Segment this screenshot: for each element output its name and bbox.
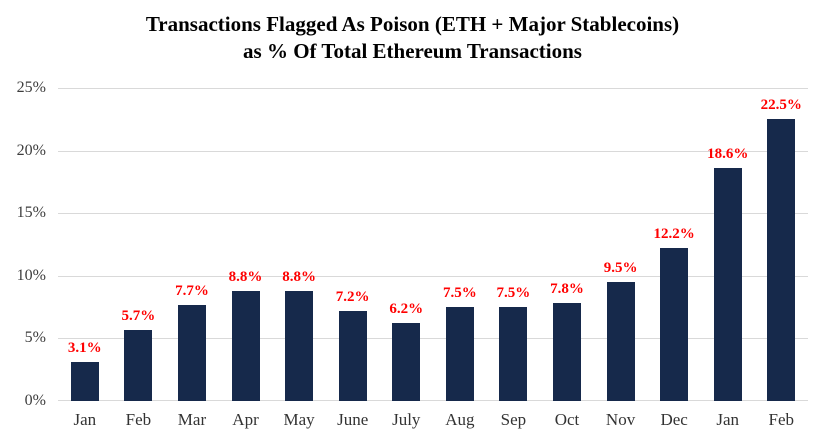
x-axis-label: Apr bbox=[232, 410, 259, 429]
bar-slot-jan-0: 3.1% bbox=[58, 88, 112, 401]
plot-area: 3.1% 5.7% 7.7% 8.8% 8.8% 7.2% 6.2% 7.5% 7.5% 7.8%… bbox=[58, 88, 808, 401]
bar-slot-dec-11: 12.2% bbox=[647, 88, 701, 401]
bar-slot-feb-13: 22.5% bbox=[755, 88, 809, 401]
x-axis-label: Sep bbox=[500, 410, 527, 429]
gridline bbox=[58, 275, 808, 277]
y-axis-tick-label: 0% bbox=[24, 392, 46, 409]
chart-title-line-1: Transactions Flagged As Poison (ETH + Ma… bbox=[145, 12, 680, 36]
bar-oct-9 bbox=[552, 303, 581, 401]
bar-value-label: 7.5% bbox=[496, 285, 531, 302]
gridline bbox=[58, 338, 808, 340]
bar-mar-2 bbox=[177, 304, 206, 401]
x-axis-label: Jan bbox=[716, 410, 740, 429]
x-axis-label: Mar bbox=[177, 410, 207, 429]
bar-jan-0 bbox=[70, 362, 99, 401]
chart-title: Transactions Flagged As Poison (ETH + Ma… bbox=[0, 11, 825, 65]
bar-value-label: 18.6% bbox=[707, 146, 749, 163]
x-axis-label: May bbox=[283, 410, 315, 429]
bar-value-label: 3.1% bbox=[67, 340, 102, 357]
bar-sep-8 bbox=[499, 307, 528, 401]
bar-value-label: 7.8% bbox=[550, 281, 584, 298]
y-axis-tick-label: 25% bbox=[16, 79, 46, 96]
bar-slot-oct-9: 7.8% bbox=[540, 88, 594, 401]
bar-jan-12 bbox=[713, 168, 742, 401]
bar-slot-apr-3: 8.8% bbox=[219, 88, 273, 401]
gridline bbox=[58, 213, 808, 215]
bar-slot-mar-2: 7.7% bbox=[165, 88, 219, 401]
bar-value-label: 12.2% bbox=[653, 226, 695, 243]
x-axis-label: Feb bbox=[768, 410, 795, 429]
y-axis-tick-label: 10% bbox=[16, 266, 46, 284]
bar-may-4 bbox=[285, 290, 314, 401]
y-axis-tick-label: 5% bbox=[24, 329, 46, 347]
bar-value-label: 5.7% bbox=[121, 307, 156, 324]
bar-slot-june-5: 7.2% bbox=[326, 88, 380, 401]
bar-dec-11 bbox=[660, 248, 689, 401]
y-axis: 0% 5% 10% 15% 20% 25% bbox=[0, 80, 46, 409]
x-axis-label: Dec bbox=[660, 410, 688, 429]
bar-slot-jan-12: 18.6% bbox=[701, 88, 755, 401]
bar-value-label: 6.2% bbox=[389, 301, 424, 318]
bar-slot-aug-7: 7.5% bbox=[433, 88, 487, 401]
chart-title-line-2: as % Of Total Ethereum Transactions bbox=[243, 39, 582, 63]
bar-value-label: 9.5% bbox=[603, 260, 638, 277]
gridline bbox=[58, 400, 808, 401]
gridline bbox=[58, 88, 808, 89]
bar-slot-may-4: 8.8% bbox=[272, 88, 326, 401]
bar-nov-10 bbox=[606, 282, 635, 401]
bar-july-6 bbox=[392, 323, 421, 401]
x-axis-label: July bbox=[392, 410, 421, 429]
y-axis-tick-label: 15% bbox=[16, 204, 46, 222]
bar-aug-7 bbox=[445, 307, 474, 401]
x-axis-label: Feb bbox=[125, 410, 152, 429]
bar-value-label: 22.5% bbox=[760, 97, 802, 114]
bar-value-label: 8.8% bbox=[282, 268, 316, 285]
x-axis-label: Aug bbox=[445, 410, 475, 429]
bar-slot-nov-10: 9.5% bbox=[594, 88, 648, 401]
x-axis-label: Jan bbox=[73, 410, 97, 429]
y-axis-tick-label: 20% bbox=[16, 141, 46, 159]
bar-apr-3 bbox=[231, 290, 260, 401]
bar-june-5 bbox=[338, 310, 367, 401]
bar-value-label: 8.8% bbox=[228, 268, 263, 285]
bar-slot-feb-1: 5.7% bbox=[112, 88, 166, 401]
x-axis-label: June bbox=[337, 410, 369, 429]
bar-value-label: 7.2% bbox=[335, 288, 370, 305]
bars-container: 3.1% 5.7% 7.7% 8.8% 8.8% 7.2% 6.2% 7.5% 7.5% 7.8%… bbox=[58, 88, 808, 401]
bar-value-label: 7.5% bbox=[442, 285, 477, 302]
x-axis-label: Nov bbox=[605, 410, 636, 429]
x-axis: Jan Feb Mar Apr May June July Aug Sep Oct Nov Dec Ja… bbox=[58, 405, 808, 437]
bar-slot-july-6: 6.2% bbox=[379, 88, 433, 401]
bar-feb-1 bbox=[124, 329, 153, 401]
bar-slot-sep-8: 7.5% bbox=[487, 88, 541, 401]
gridline bbox=[58, 150, 808, 152]
bar-value-label: 7.7% bbox=[175, 282, 209, 299]
x-axis-label: Oct bbox=[554, 410, 580, 429]
bar-feb-13 bbox=[767, 119, 796, 401]
